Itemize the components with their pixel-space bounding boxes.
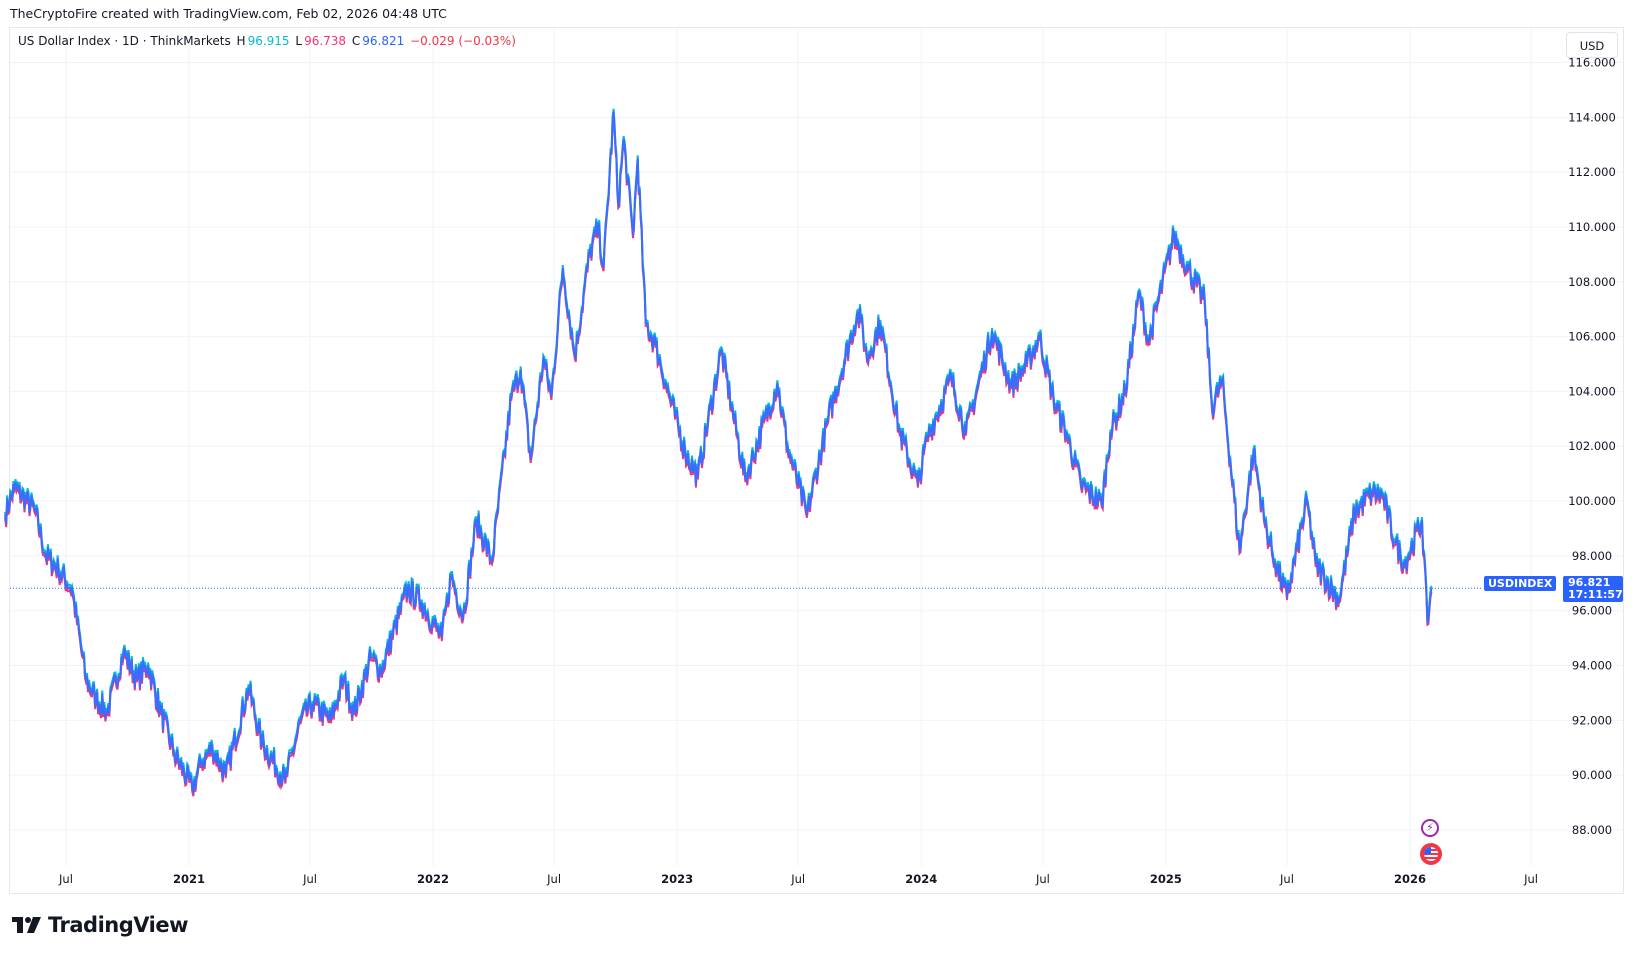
low-value: 96.738 (304, 34, 347, 48)
x-tick-label: 2025 (1150, 872, 1182, 886)
grid (10, 28, 1623, 866)
tradingview-logo[interactable]: TradingView (12, 913, 188, 937)
x-tick-label: 2026 (1394, 872, 1426, 886)
chart-credit: TheCryptoFire created with TradingView.c… (10, 6, 447, 21)
y-tick-label: 114.000 (1568, 110, 1616, 124)
x-tick-label: Jul (790, 872, 805, 886)
y-tick-label: 90.000 (1572, 768, 1612, 782)
currency-button[interactable]: USD (1566, 32, 1618, 58)
chart-frame (9, 27, 1624, 894)
y-tick-label: 106.000 (1568, 330, 1616, 344)
tradingview-logo-icon (12, 917, 41, 933)
y-tick-label: 110.000 (1568, 220, 1616, 234)
y-tick-label: 96.000 (1572, 604, 1612, 618)
x-tick-label: Jul (546, 872, 561, 886)
low-series-line (4, 114, 1433, 797)
y-tick-label: 112.000 (1568, 165, 1616, 179)
close-value: 96.821 (362, 34, 405, 48)
y-tick-label: 116.000 (1568, 56, 1616, 70)
symbol-legend[interactable]: US Dollar Index · 1D · ThinkMarkets H 96.… (18, 34, 518, 48)
x-tick-label: Jul (1035, 872, 1050, 886)
x-tick-label: Jul (58, 872, 73, 886)
x-tick-label: 2022 (417, 872, 449, 886)
x-tick-label: Jul (1279, 872, 1294, 886)
us-flag-icon[interactable] (1420, 843, 1442, 865)
change-value: −0.029 (−0.03%) (410, 34, 516, 48)
symbol-title: US Dollar Index · 1D · ThinkMarkets (18, 34, 231, 48)
y-tick-label: 100.000 (1568, 494, 1616, 508)
last-price: 96.821 (1568, 576, 1611, 589)
time-axis: Jul 2021 Jul 2022 Jul 2023 Jul 2024 Jul 2025 Jul 20… (58, 872, 1538, 886)
x-tick-label: Jul (302, 872, 317, 886)
y-tick-label: 104.000 (1568, 384, 1616, 398)
y-tick-label: 92.000 (1572, 713, 1612, 727)
lightning-event-icon[interactable]: ⚡ (1421, 819, 1439, 837)
y-tick-label: 94.000 (1572, 659, 1612, 673)
x-tick-label: Jul (1523, 872, 1538, 886)
symbol-tag: USDINDEX (1484, 576, 1557, 591)
close-series-line (4, 111, 1433, 794)
price-axis: 88.000 90.000 92.000 94.000 96.000 98.000 100.… (1568, 56, 1616, 837)
low-label: L (295, 34, 303, 48)
high-label: H (236, 34, 246, 48)
close-label: C (351, 34, 361, 48)
y-tick-label: 98.000 (1572, 549, 1612, 563)
bar-countdown: 17:11:57 (1568, 588, 1623, 601)
x-tick-label: 2024 (905, 872, 937, 886)
x-tick-label: 2021 (173, 872, 205, 886)
price-series (4, 108, 1433, 797)
last-price-tag: 96.821 17:11:57 (1563, 576, 1623, 602)
y-tick-label: 102.000 (1568, 439, 1616, 453)
y-tick-label: 108.000 (1568, 275, 1616, 289)
y-tick-label: 88.000 (1572, 823, 1612, 837)
logo-text: TradingView (48, 913, 188, 937)
x-tick-label: 2023 (661, 872, 693, 886)
high-value: 96.915 (247, 34, 290, 48)
high-series-line (4, 108, 1433, 791)
